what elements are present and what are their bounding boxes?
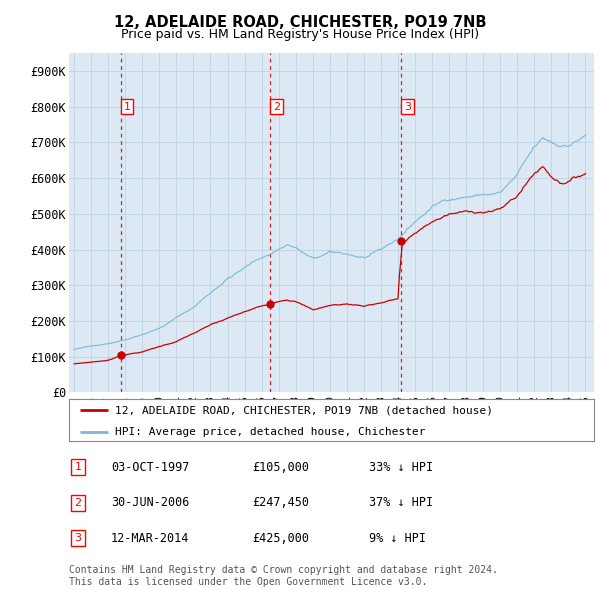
Text: £105,000: £105,000 (252, 461, 309, 474)
Text: 2: 2 (74, 498, 82, 507)
Text: £247,450: £247,450 (252, 496, 309, 509)
Text: 1: 1 (124, 101, 131, 112)
Text: 37% ↓ HPI: 37% ↓ HPI (369, 496, 433, 509)
Text: 3: 3 (404, 101, 411, 112)
Text: 12-MAR-2014: 12-MAR-2014 (111, 532, 190, 545)
Text: HPI: Average price, detached house, Chichester: HPI: Average price, detached house, Chic… (115, 427, 426, 437)
Text: 03-OCT-1997: 03-OCT-1997 (111, 461, 190, 474)
Text: 2: 2 (272, 101, 280, 112)
Text: 12, ADELAIDE ROAD, CHICHESTER, PO19 7NB (detached house): 12, ADELAIDE ROAD, CHICHESTER, PO19 7NB … (115, 405, 493, 415)
Text: £425,000: £425,000 (252, 532, 309, 545)
Text: Price paid vs. HM Land Registry's House Price Index (HPI): Price paid vs. HM Land Registry's House … (121, 28, 479, 41)
Text: 9% ↓ HPI: 9% ↓ HPI (369, 532, 426, 545)
Text: 3: 3 (74, 533, 82, 543)
Text: 1: 1 (74, 463, 82, 472)
Text: 30-JUN-2006: 30-JUN-2006 (111, 496, 190, 509)
Text: 12, ADELAIDE ROAD, CHICHESTER, PO19 7NB: 12, ADELAIDE ROAD, CHICHESTER, PO19 7NB (114, 15, 486, 30)
Text: 33% ↓ HPI: 33% ↓ HPI (369, 461, 433, 474)
Text: Contains HM Land Registry data © Crown copyright and database right 2024.
This d: Contains HM Land Registry data © Crown c… (69, 565, 498, 587)
